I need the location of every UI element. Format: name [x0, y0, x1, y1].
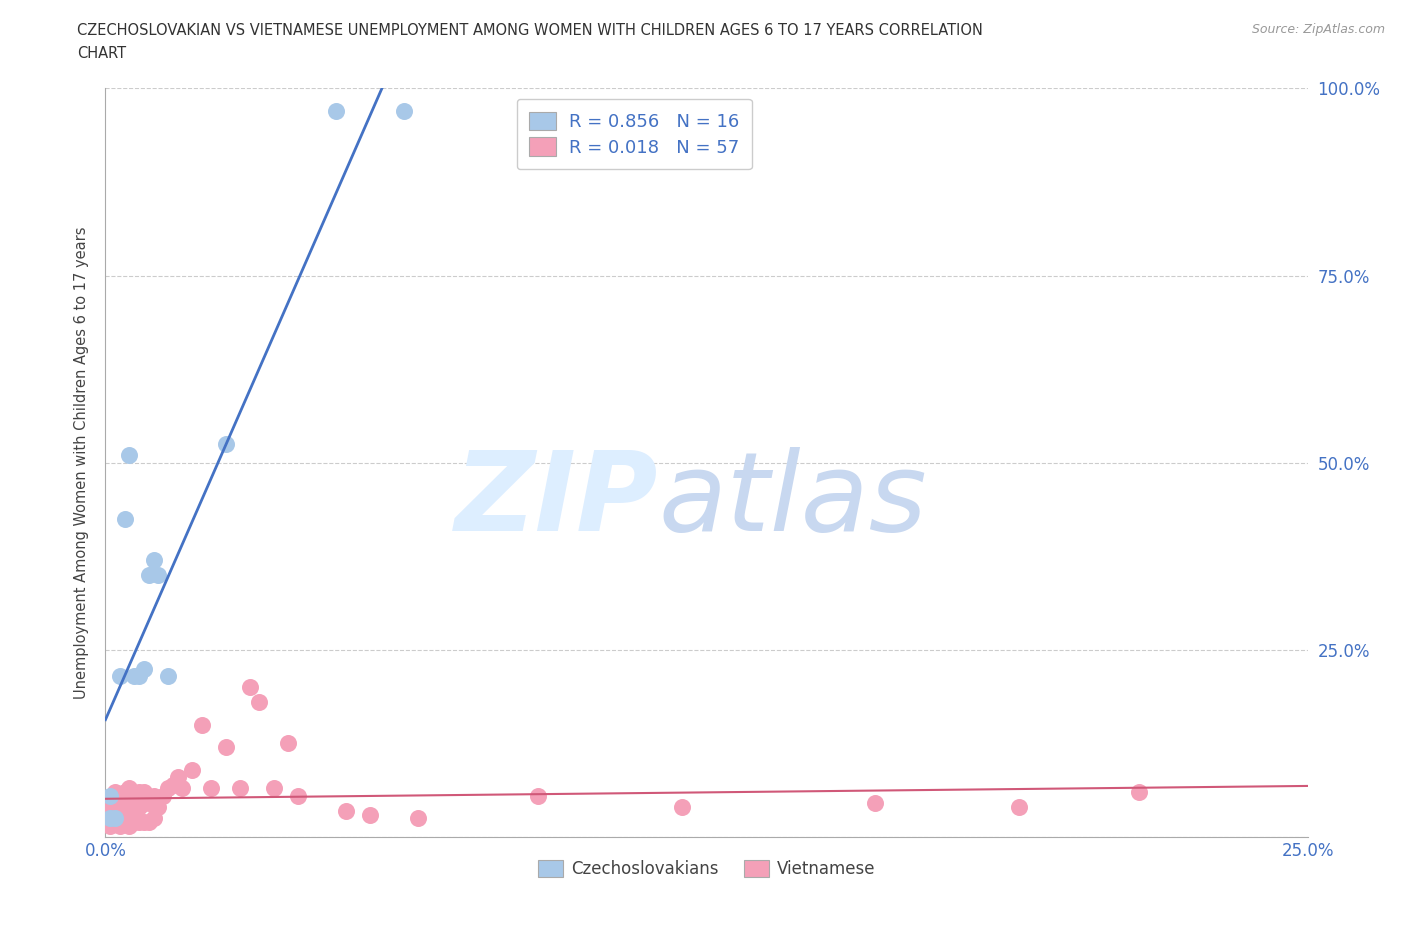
Point: [108, 796, 131, 811]
Point: [98, 804, 121, 818]
Point: [152, 789, 174, 804]
Point: [392, 103, 415, 118]
Point: [118, 781, 141, 796]
Point: [148, 567, 170, 582]
Point: [98, 818, 121, 833]
Point: [148, 800, 170, 815]
Point: [118, 447, 141, 462]
Point: [132, 661, 155, 676]
Point: [162, 777, 184, 792]
Legend: Czechoslovakians, Vietnamese: Czechoslovakians, Vietnamese: [531, 854, 882, 884]
Point: [98, 811, 121, 826]
Point: [128, 785, 150, 800]
Y-axis label: Unemployment Among Women with Children Ages 6 to 17 years: Unemployment Among Women with Children A…: [75, 226, 90, 699]
Text: CZECHOSLOVAKIAN VS VIETNAMESE UNEMPLOYMENT AMONG WOMEN WITH CHILDREN AGES 6 TO 1: CZECHOSLOVAKIAN VS VIETNAMESE UNEMPLOYME…: [77, 23, 983, 38]
Point: [190, 717, 212, 732]
Point: [104, 815, 127, 830]
Point: [359, 807, 381, 822]
Point: [214, 436, 236, 451]
Point: [166, 770, 188, 785]
Point: [142, 552, 165, 567]
Point: [132, 815, 155, 830]
Point: [104, 785, 127, 800]
Point: [98, 792, 121, 807]
Point: [118, 818, 141, 833]
Point: [172, 781, 194, 796]
Point: [98, 811, 121, 826]
Point: [114, 785, 136, 800]
Point: [108, 789, 131, 804]
Point: [124, 792, 146, 807]
Point: [108, 807, 131, 822]
Point: [142, 789, 165, 804]
Point: [156, 781, 179, 796]
Point: [287, 789, 309, 804]
Point: [108, 669, 131, 684]
Point: [138, 567, 160, 582]
Point: [118, 811, 141, 826]
Point: [128, 800, 150, 815]
Point: [229, 781, 252, 796]
Point: [132, 796, 155, 811]
Point: [108, 818, 131, 833]
Point: [114, 512, 136, 526]
Point: [98, 800, 121, 815]
Point: [118, 800, 141, 815]
Point: [128, 815, 150, 830]
Point: [124, 669, 146, 684]
Point: [138, 796, 160, 811]
Point: [114, 804, 136, 818]
Point: [863, 796, 886, 811]
Point: [263, 781, 285, 796]
Point: [104, 811, 127, 826]
Point: [214, 739, 236, 754]
Point: [1128, 785, 1150, 800]
Point: [406, 811, 429, 826]
Point: [124, 815, 146, 830]
Point: [104, 807, 127, 822]
Point: [181, 763, 204, 777]
Point: [200, 781, 222, 796]
Point: [142, 811, 165, 826]
Point: [98, 815, 121, 830]
Text: CHART: CHART: [77, 46, 127, 61]
Point: [98, 789, 121, 804]
Point: [128, 669, 150, 684]
Point: [335, 804, 357, 818]
Point: [98, 807, 121, 822]
Point: [325, 103, 347, 118]
Point: [239, 680, 262, 695]
Point: [138, 815, 160, 830]
Point: [1008, 800, 1031, 815]
Text: atlas: atlas: [658, 446, 927, 553]
Text: Source: ZipAtlas.com: Source: ZipAtlas.com: [1251, 23, 1385, 36]
Point: [277, 736, 299, 751]
Point: [527, 789, 550, 804]
Point: [247, 695, 270, 710]
Text: ZIP: ZIP: [456, 446, 658, 553]
Point: [156, 669, 179, 684]
Point: [114, 815, 136, 830]
Point: [132, 785, 155, 800]
Point: [671, 800, 693, 815]
